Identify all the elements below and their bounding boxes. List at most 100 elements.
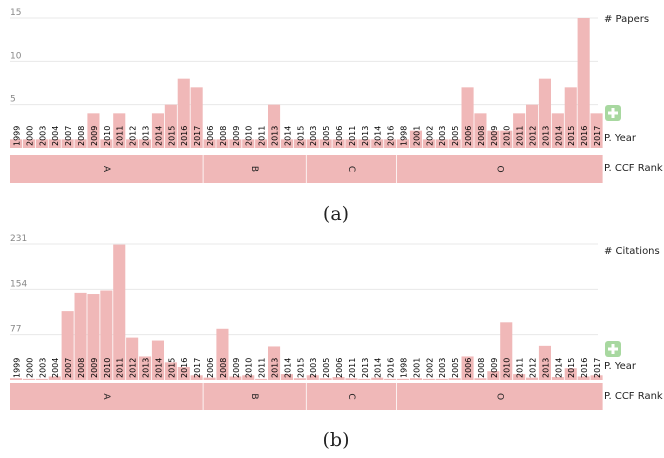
bar	[10, 139, 23, 148]
x-tick-label: 2011	[516, 126, 525, 146]
x-tick-label: 2011	[348, 126, 357, 146]
bar	[513, 113, 526, 148]
x-tick-label: 2010	[245, 126, 254, 146]
bar	[255, 378, 268, 380]
measure-label: # Papers	[604, 14, 649, 25]
rank-label: O	[494, 165, 504, 172]
bar	[22, 139, 35, 148]
bar	[590, 113, 603, 148]
bar	[384, 139, 397, 148]
bar	[126, 337, 139, 380]
x-tick-label: 2001	[412, 358, 421, 378]
rank-label: A	[101, 166, 111, 173]
x-tick-label: 2009	[490, 126, 499, 146]
bar	[538, 345, 551, 380]
x-tick-label: 2017	[593, 126, 602, 146]
bar	[500, 130, 513, 148]
x-tick-label: 2013	[141, 126, 150, 146]
chart-panel-a: 5 10 15 # Papers P. Year P. CCF Rank 1999 2000 2…	[10, 8, 663, 225]
bar	[384, 378, 397, 380]
x-tick-label: 2009	[232, 126, 241, 146]
bar	[551, 377, 564, 380]
bar	[526, 377, 539, 380]
x-tick-label: 2015	[296, 358, 305, 378]
rank-band	[306, 155, 397, 183]
rank-band	[397, 155, 603, 183]
bar	[87, 294, 100, 380]
x-tick-label: 2016	[180, 126, 189, 146]
bar	[319, 139, 332, 148]
bar	[100, 139, 113, 148]
bar	[448, 378, 461, 380]
bar	[590, 375, 603, 380]
x-tick-label: 2009	[90, 358, 99, 378]
bar	[280, 139, 293, 148]
bar	[48, 376, 61, 380]
bar	[10, 378, 23, 380]
bar	[293, 139, 306, 148]
x-tick-label: 2008	[77, 126, 86, 146]
bar	[577, 18, 590, 148]
bar	[526, 104, 539, 148]
bar	[113, 113, 126, 148]
bar	[319, 378, 332, 380]
x-tick-label: 2014	[554, 126, 563, 146]
bar	[474, 378, 487, 380]
bar	[306, 375, 319, 380]
x-tick-label: 2014	[283, 126, 292, 146]
bar	[371, 139, 384, 148]
x-tick-label: 2014	[374, 358, 383, 378]
x-tick-label: 2014	[554, 358, 563, 378]
rank-band	[10, 155, 203, 183]
bar	[216, 328, 229, 380]
x-tick-label: 2016	[180, 358, 189, 378]
bar	[113, 244, 126, 380]
x-tick-label: 2008	[219, 358, 228, 378]
add-plus-icon	[605, 341, 621, 357]
bar	[487, 371, 500, 380]
bar	[268, 346, 281, 380]
y-tick-label: 15	[10, 8, 21, 18]
x-tick-label: 2009	[232, 358, 241, 378]
x-tick-label: 2009	[90, 126, 99, 146]
bar	[229, 139, 242, 148]
x-tick-label: 2017	[593, 358, 602, 378]
x-tick-label: 2011	[516, 358, 525, 378]
bar	[448, 139, 461, 148]
x-tick-label: 2013	[541, 126, 550, 146]
bar	[500, 322, 513, 380]
x-tick-label: 2006	[464, 126, 473, 146]
y-tick-label: 231	[10, 234, 27, 244]
x-tick-label: 2014	[374, 126, 383, 146]
y-tick-label: 5	[10, 95, 16, 105]
x-tick-label: 2006	[335, 358, 344, 378]
x-tick-label: 2010	[503, 358, 512, 378]
bar	[513, 374, 526, 380]
x-tick-label: 2016	[580, 126, 589, 146]
bar	[100, 290, 113, 380]
bar	[242, 375, 255, 380]
x-tick-label: 2011	[258, 126, 267, 146]
x-tick-label: 2017	[193, 126, 202, 146]
x-tick-label: 2008	[77, 358, 86, 378]
bar	[74, 292, 87, 380]
x-tick-label: 2005	[322, 358, 331, 378]
x-tick-label: 2012	[129, 126, 138, 146]
bar	[216, 139, 229, 148]
bar	[332, 377, 345, 380]
bar	[242, 139, 255, 148]
bar	[422, 139, 435, 148]
bar	[151, 113, 164, 148]
bar	[280, 374, 293, 380]
x-tick-label: 2005	[451, 126, 460, 146]
x-tick-label: 2006	[206, 358, 215, 378]
bar	[48, 139, 61, 148]
x-tick-label: 2000	[25, 126, 34, 146]
bar	[564, 368, 577, 380]
x-tick-label: 2010	[103, 126, 112, 146]
rank-band	[306, 383, 397, 410]
bar	[345, 378, 358, 380]
x-tick-label: 2003	[438, 126, 447, 146]
x-tick-label: 2013	[141, 358, 150, 378]
bar	[139, 139, 152, 148]
